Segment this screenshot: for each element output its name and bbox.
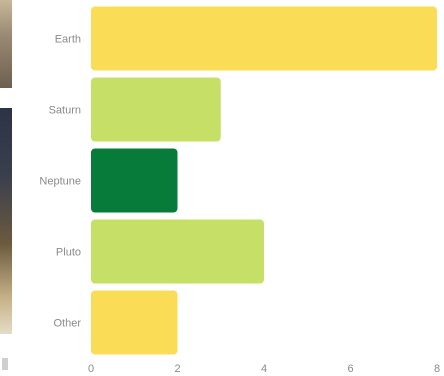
bar-saturn <box>91 77 221 142</box>
bar-earth <box>91 6 437 71</box>
photo-fragment-top <box>0 0 12 88</box>
category-label-earth: Earth <box>55 34 81 46</box>
photo-fragment-bottom <box>0 108 12 334</box>
x-tick-label-4: 4 <box>261 363 267 375</box>
x-tick-label-2: 2 <box>174 363 180 375</box>
bar-other <box>91 290 178 355</box>
bar-pluto <box>91 219 264 284</box>
x-tick-label-6: 6 <box>347 363 353 375</box>
bar-neptune <box>91 148 178 213</box>
x-tick-label-0: 0 <box>88 363 94 375</box>
cropped-photo-panel <box>0 0 12 376</box>
x-tick-label-8: 8 <box>434 363 440 375</box>
category-label-other: Other <box>53 318 81 330</box>
category-label-neptune: Neptune <box>39 176 81 188</box>
category-label-saturn: Saturn <box>49 105 81 117</box>
photo-caption-fragment <box>2 358 8 370</box>
category-label-pluto: Pluto <box>56 247 81 259</box>
